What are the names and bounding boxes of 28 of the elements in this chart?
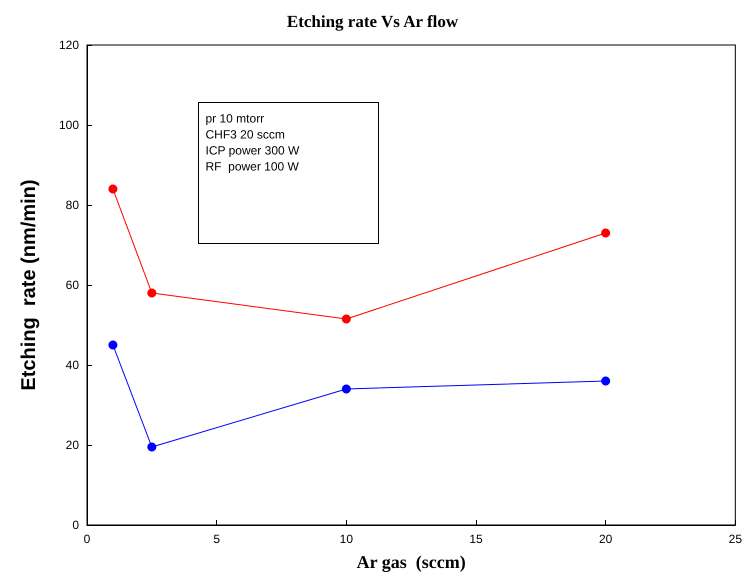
annotation: ICP power 300 W [206, 144, 300, 158]
y-tick-label: 60 [66, 278, 80, 292]
point [342, 314, 351, 324]
point [342, 384, 351, 394]
y-tick-label: 40 [66, 358, 80, 372]
point [108, 340, 118, 350]
x-axis-title: Ar gas (sccm) [356, 552, 466, 572]
x-tick-label: 15 [469, 532, 483, 546]
point [108, 184, 118, 194]
x-tick-label: 10 [340, 532, 354, 546]
annotation: RF power 100 W [206, 160, 300, 174]
chart-title: Etching rate Vs Ar flow [286, 12, 459, 31]
y-tick-label: 20 [66, 438, 80, 452]
annotation: pr 10 mtorr [206, 112, 264, 126]
point [147, 288, 156, 298]
x-tick-label: 25 [728, 532, 742, 546]
annotation: CHF3 20 sccm [206, 128, 285, 142]
y-tick-label: 80 [66, 198, 80, 212]
x-tick-label: 20 [598, 532, 613, 546]
x-tick-label: 0 [84, 532, 91, 546]
point [601, 228, 610, 238]
y-axis-title: Etching rate (nm/min) [18, 179, 40, 391]
y-tick-label: 120 [58, 38, 80, 52]
y-tick-label: 100 [58, 118, 80, 132]
point [147, 442, 156, 452]
point [601, 376, 610, 386]
x-tick-label: 5 [213, 532, 220, 546]
y-tick-label: 0 [72, 518, 80, 532]
